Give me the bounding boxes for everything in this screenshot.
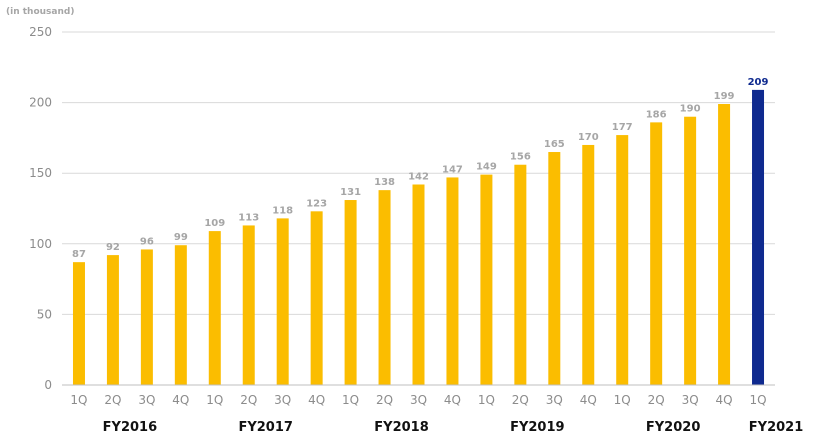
bar bbox=[616, 135, 629, 385]
bar bbox=[344, 200, 357, 385]
data-label: 147 bbox=[442, 164, 463, 175]
fiscal-year-label: FY2016 bbox=[103, 420, 157, 435]
data-label: 165 bbox=[544, 139, 565, 150]
x-tick-label: 3Q bbox=[682, 393, 699, 407]
data-label: 142 bbox=[408, 171, 429, 182]
x-tick-label: 3Q bbox=[138, 393, 155, 407]
bar bbox=[650, 122, 663, 386]
data-label: 99 bbox=[174, 232, 188, 243]
x-tick-label: 4Q bbox=[172, 393, 189, 407]
x-tick-label: 2Q bbox=[240, 393, 257, 407]
y-tick-label: 100 bbox=[29, 237, 52, 251]
bar bbox=[446, 177, 459, 385]
x-tick-label: 4Q bbox=[716, 393, 733, 407]
data-label: 170 bbox=[578, 132, 599, 143]
y-tick-label: 50 bbox=[37, 307, 52, 321]
fiscal-year-label: FY2018 bbox=[374, 420, 428, 435]
data-label: 199 bbox=[714, 91, 735, 102]
bar bbox=[684, 116, 697, 385]
bar bbox=[548, 152, 561, 385]
x-tick-label: 1Q bbox=[342, 393, 359, 407]
y-tick-label: 200 bbox=[29, 96, 52, 110]
data-label: 177 bbox=[612, 122, 633, 133]
bar bbox=[276, 218, 289, 385]
x-tick-label: 3Q bbox=[274, 393, 291, 407]
y-tick-label: 150 bbox=[29, 166, 52, 180]
data-label: 186 bbox=[646, 109, 667, 120]
bar bbox=[310, 211, 323, 385]
data-label: 131 bbox=[340, 187, 361, 198]
data-label: 87 bbox=[72, 249, 86, 260]
x-tick-label: 4Q bbox=[580, 393, 597, 407]
x-tick-label: 2Q bbox=[648, 393, 665, 407]
bar bbox=[174, 245, 187, 385]
fiscal-year-label: FY2021 bbox=[749, 420, 803, 435]
data-label: 92 bbox=[106, 242, 120, 253]
data-label: 190 bbox=[680, 104, 701, 115]
x-tick-label: 3Q bbox=[410, 393, 427, 407]
bar bbox=[480, 174, 493, 385]
bar bbox=[412, 184, 425, 385]
data-label: 109 bbox=[204, 218, 225, 229]
bar bbox=[242, 225, 255, 385]
x-tick-label: 2Q bbox=[376, 393, 393, 407]
data-label: 123 bbox=[306, 198, 327, 209]
x-tick-label: 1Q bbox=[478, 393, 495, 407]
data-label: 96 bbox=[140, 236, 154, 247]
bar bbox=[140, 249, 153, 385]
bar bbox=[106, 255, 119, 385]
x-tick-label: 4Q bbox=[308, 393, 325, 407]
bar bbox=[582, 144, 595, 385]
data-label: 156 bbox=[510, 152, 531, 163]
data-label: 209 bbox=[748, 77, 769, 88]
bar bbox=[208, 231, 221, 385]
fiscal-year-label: FY2017 bbox=[238, 420, 292, 435]
bar bbox=[514, 164, 527, 385]
x-tick-label: 3Q bbox=[546, 393, 563, 407]
x-tick-label: 1Q bbox=[206, 393, 223, 407]
unit-label: (in thousand) bbox=[6, 7, 74, 17]
x-tick-label: 1Q bbox=[70, 393, 87, 407]
data-label: 113 bbox=[238, 212, 259, 223]
data-label: 149 bbox=[476, 162, 497, 173]
bar bbox=[378, 190, 391, 385]
bar bbox=[718, 104, 731, 386]
fiscal-year-label: FY2020 bbox=[646, 420, 700, 435]
fiscal-year-label: FY2019 bbox=[510, 420, 564, 435]
y-tick-label: 250 bbox=[29, 25, 52, 39]
x-tick-label: 4Q bbox=[444, 393, 461, 407]
x-tick-label: 1Q bbox=[749, 393, 766, 407]
x-tick-label: 2Q bbox=[104, 393, 121, 407]
x-tick-label: 1Q bbox=[614, 393, 631, 407]
y-tick-label: 0 bbox=[44, 378, 52, 392]
x-tick-label: 2Q bbox=[512, 393, 529, 407]
bar bbox=[752, 89, 765, 385]
data-label: 138 bbox=[374, 177, 395, 188]
bar bbox=[72, 262, 85, 385]
data-label: 118 bbox=[272, 205, 293, 216]
